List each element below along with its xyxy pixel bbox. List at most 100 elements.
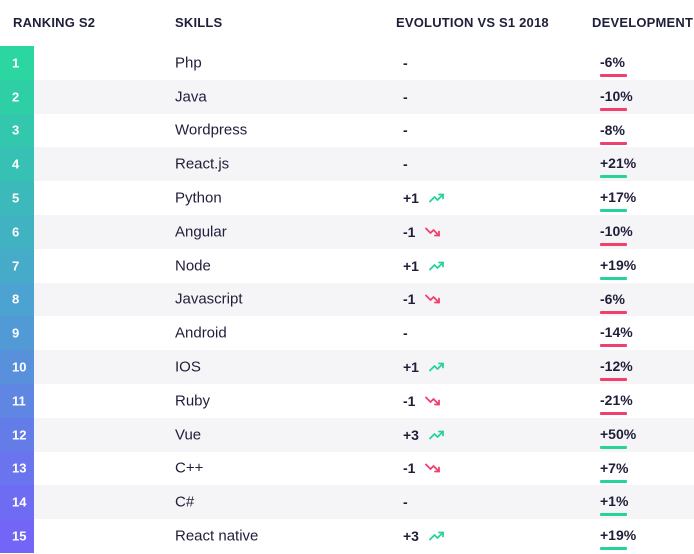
rank-number: 8 xyxy=(12,291,20,307)
skill-name: Android xyxy=(175,324,227,342)
rank-badge: 1 xyxy=(0,46,34,80)
evolution-value: - xyxy=(403,122,408,139)
rank-badge: 5 xyxy=(0,181,34,215)
rank-badge: 11 xyxy=(0,383,34,418)
table-row: 13 C++ -1 +7% xyxy=(0,451,694,486)
table-row: 6 Angular -1 -10% xyxy=(0,214,694,249)
development-value: +7% xyxy=(600,459,629,476)
rank-number: 7 xyxy=(12,258,20,274)
rank-number: 15 xyxy=(12,528,27,544)
rank-number: 13 xyxy=(12,460,27,476)
evolution-value: -1 xyxy=(403,460,416,477)
development-value: +1% xyxy=(600,493,629,510)
evolution-cell: -1 xyxy=(403,393,441,409)
development-down-bar xyxy=(600,411,627,415)
rank-number: 12 xyxy=(12,427,27,443)
trend-up-icon xyxy=(429,531,444,541)
table-row: 2 Java - -10% xyxy=(0,79,694,114)
table-row: 10 IOS +1 -12% xyxy=(0,350,694,384)
development-value: -6% xyxy=(600,54,625,70)
rank-badge: 14 xyxy=(0,485,34,520)
rank-number: 11 xyxy=(12,393,26,409)
rank-number: 2 xyxy=(12,89,20,105)
development-value: -21% xyxy=(600,391,633,408)
rank-badge: 3 xyxy=(0,113,34,148)
skill-name: C++ xyxy=(175,459,204,477)
development-value: -12% xyxy=(600,358,633,375)
rank-number: 10 xyxy=(12,359,27,375)
rank-badge: 15 xyxy=(0,519,34,553)
table-row: 5 Python +1 +17% xyxy=(0,181,694,215)
development-value: -6% xyxy=(600,290,625,307)
rank-badge: 9 xyxy=(0,316,34,351)
development-down-bar xyxy=(600,310,627,314)
development-down-bar xyxy=(600,378,627,382)
evolution-cell: +3 xyxy=(403,528,445,544)
table-row: 7 Node +1 +19% xyxy=(0,248,694,283)
evolution-cell: - xyxy=(403,494,408,510)
rank-number: 1 xyxy=(12,55,20,71)
evolution-value: +1 xyxy=(403,257,419,274)
development-value: -8% xyxy=(600,121,625,138)
rank-number: 6 xyxy=(12,224,20,240)
rank-number: 14 xyxy=(12,494,27,510)
development-value: +50% xyxy=(600,425,637,442)
trend-up-icon xyxy=(429,430,444,440)
table-row: 15 React native +3 +19% xyxy=(0,519,694,553)
rank-badge: 13 xyxy=(0,451,34,486)
development-value: +19% xyxy=(600,256,637,273)
table-row: 12 Vue +3 +50% xyxy=(0,417,694,452)
rank-badge: 6 xyxy=(0,214,34,249)
skill-name: Java xyxy=(175,88,207,106)
development-up-bar xyxy=(600,547,627,551)
evolution-value: - xyxy=(403,156,408,173)
skill-name: React native xyxy=(175,527,259,545)
evolution-value: +3 xyxy=(403,528,419,545)
skill-name: Node xyxy=(175,257,211,275)
skill-name: React.js xyxy=(175,155,230,173)
development-value: -14% xyxy=(600,324,633,341)
evolution-cell: +1 xyxy=(403,190,445,206)
table-body: 1 Php - -6% 2 Java - -10% 3 Wordpress - -8% 4 React.j… xyxy=(0,46,694,553)
trend-up-icon xyxy=(429,193,444,203)
evolution-value: - xyxy=(403,494,408,511)
skill-name: Php xyxy=(175,54,202,72)
development-value: -10% xyxy=(600,87,633,104)
skill-name: Python xyxy=(175,189,222,207)
table-row: 14 C# - +1% xyxy=(0,485,694,520)
skill-name: IOS xyxy=(175,358,201,376)
evolution-value: - xyxy=(403,88,408,105)
table-row: 11 Ruby -1 -21% xyxy=(0,383,694,418)
development-up-bar xyxy=(600,445,627,449)
rank-badge: 4 xyxy=(0,147,34,182)
evolution-value: +1 xyxy=(403,359,419,376)
evolution-cell: +3 xyxy=(403,427,445,443)
table-row: 1 Php - -6% xyxy=(0,46,694,80)
evolution-value: -1 xyxy=(403,392,416,409)
evolution-cell: - xyxy=(403,55,408,71)
rank-number: 4 xyxy=(12,156,20,172)
skill-name: Wordpress xyxy=(175,121,248,139)
evolution-value: -1 xyxy=(403,291,416,308)
skill-name: Angular xyxy=(175,223,227,241)
trend-down-icon xyxy=(425,464,441,473)
trend-down-icon xyxy=(425,227,441,237)
evolution-value: -1 xyxy=(403,223,416,240)
evolution-value: - xyxy=(403,54,408,71)
evolution-cell: - xyxy=(403,325,408,341)
evolution-cell: - xyxy=(403,156,408,172)
rank-number: 3 xyxy=(12,122,20,138)
development-up-bar xyxy=(600,513,627,517)
evolution-cell: +1 xyxy=(403,359,445,375)
development-up-bar xyxy=(600,479,627,483)
development-down-bar xyxy=(600,242,627,246)
trend-down-icon xyxy=(425,396,441,406)
development-value: +17% xyxy=(600,189,637,206)
rank-badge: 12 xyxy=(0,417,34,452)
trend-down-icon xyxy=(425,295,441,304)
skill-name: Ruby xyxy=(175,392,211,410)
evolution-value: - xyxy=(403,325,408,342)
table-row: 8 Javascript -1 -6% xyxy=(0,282,694,317)
development-value: +21% xyxy=(600,155,637,172)
